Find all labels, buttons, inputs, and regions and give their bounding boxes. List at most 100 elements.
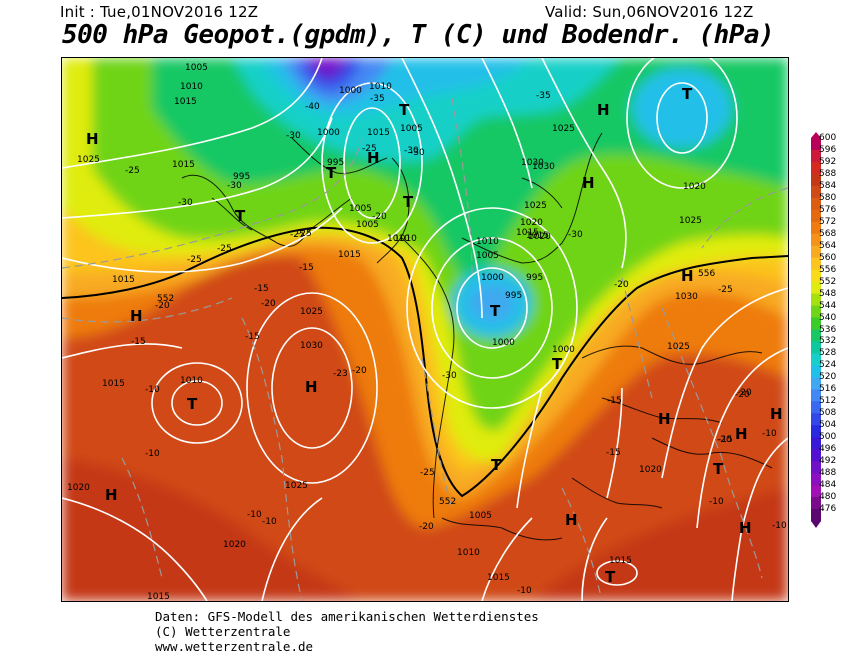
- temperature-label: -20: [352, 366, 367, 376]
- isobar-label: 1025: [552, 124, 575, 134]
- scale-swatch: [811, 305, 821, 319]
- scale-label: 512: [819, 396, 837, 407]
- temperature-label: -25: [297, 229, 312, 239]
- temperature-label: -10: [772, 521, 787, 531]
- temperature-label: -20: [614, 280, 629, 290]
- isotherms: [62, 97, 788, 601]
- scale-swatch: [811, 245, 821, 259]
- scale-label: 564: [819, 240, 837, 251]
- high-pressure-marker: H: [681, 267, 694, 285]
- temperature-label: -25: [290, 230, 305, 240]
- low-pressure-marker: T: [552, 355, 563, 373]
- isobar-label: 1005: [400, 124, 423, 134]
- scale-swatch: [811, 317, 821, 330]
- scale-swatch: [811, 173, 821, 187]
- low-pressure-marker: T: [326, 164, 337, 182]
- low-pressure-marker: T: [490, 302, 501, 320]
- temperature-label: -30: [227, 181, 242, 191]
- isobar-label: 1020: [520, 218, 543, 228]
- scale-swatch: [811, 257, 821, 271]
- high-pressure-marker: H: [86, 130, 99, 148]
- isobar-label: 1025: [524, 201, 547, 211]
- scale-label: 576: [819, 204, 837, 215]
- init-time: Init : Tue,01NOV2016 12Z: [60, 3, 259, 21]
- scale-label: 544: [819, 300, 837, 311]
- scale-swatch: [811, 281, 821, 295]
- isobar-label: 1025: [285, 481, 308, 491]
- isobar-label: 1015: [112, 275, 135, 285]
- scale-label: 580: [819, 192, 837, 203]
- isobar-label: 1025: [300, 307, 323, 317]
- temperature-label: -20: [737, 388, 752, 398]
- isobar-label: 1010: [387, 234, 410, 244]
- temperature-label: -40: [305, 102, 320, 112]
- high-pressure-marker: H: [597, 101, 610, 119]
- temperature-label: -30: [178, 198, 193, 208]
- isobar-label: 1025: [679, 216, 702, 226]
- temperature-label: -20: [372, 212, 387, 222]
- scale-label: 592: [819, 156, 837, 167]
- scale-label: 504: [819, 420, 837, 431]
- high-pressure-marker: H: [565, 511, 578, 529]
- high-pressure-marker: H: [105, 486, 118, 504]
- isobar-labels: 1005 1010 1015 1000 1010 1015 1005 1025 …: [67, 63, 706, 601]
- isobar-label: 1010: [369, 82, 392, 92]
- temperature-label: -25: [420, 468, 435, 478]
- temperature-label: -25: [187, 255, 202, 265]
- temperature-label: -10: [262, 517, 277, 527]
- scale-swatch: [811, 437, 821, 450]
- temperature-label: -20: [717, 435, 732, 445]
- scale-swatch: [811, 329, 821, 342]
- isobar-label: 1030: [300, 341, 323, 351]
- scale-label: 600: [819, 133, 837, 143]
- temperature-label: -15: [718, 435, 733, 445]
- scale-swatch: [811, 413, 821, 426]
- scale-label: 556: [819, 264, 837, 275]
- scale-swatch: [811, 365, 821, 378]
- scale-bottom-arrow: [811, 521, 821, 528]
- scale-label: 524: [819, 360, 837, 371]
- low-pressure-marker: T: [403, 193, 414, 211]
- temperature-label: -15: [299, 263, 314, 273]
- isobar-label: 1020: [683, 182, 706, 192]
- coastlines: [181, 132, 773, 541]
- scale-label: 584: [819, 180, 837, 191]
- scale-swatch: [811, 425, 821, 438]
- scale-swatch: [811, 138, 821, 151]
- isobar-label: 1025: [77, 155, 100, 165]
- low-pressure-marker: T: [713, 460, 724, 478]
- isobar-label: 1020: [639, 465, 662, 475]
- temperature-label: -25: [718, 285, 733, 295]
- scale-swatch: [811, 221, 821, 235]
- isobar-label: 1015: [487, 573, 510, 583]
- isobar-label: 1015: [172, 160, 195, 170]
- temperature-label: -10: [517, 586, 532, 596]
- scale-swatch: [811, 461, 821, 474]
- low-pressure-marker: T: [682, 85, 693, 103]
- isobar-label: 1000: [552, 345, 575, 355]
- isobar-label: 1020: [528, 232, 551, 242]
- temperature-label: -35: [536, 91, 551, 101]
- scale-swatch: [811, 341, 821, 354]
- low-pressure-marker: T: [187, 395, 198, 413]
- high-pressure-marker: H: [367, 149, 380, 167]
- temperature-label: -20: [155, 301, 170, 311]
- isobar-label: 1015: [147, 592, 170, 601]
- temperature-label: -10: [762, 429, 777, 439]
- scale-swatch: [811, 233, 821, 247]
- isobar-label: 1015: [516, 228, 539, 238]
- scale-swatch: [811, 293, 821, 307]
- scale-swatch: [811, 209, 821, 223]
- footer-website-link[interactable]: www.wetterzentrale.de: [155, 639, 314, 654]
- isobar-label: 1000: [317, 128, 340, 138]
- temperature-label: -30: [404, 146, 419, 156]
- isobar-label: 1020: [67, 483, 90, 493]
- high-pressure-marker: H: [770, 405, 783, 423]
- scale-label: 516: [819, 384, 837, 395]
- isobar-label: 1000: [481, 273, 504, 283]
- temperature-label: -15: [606, 448, 621, 458]
- temperature-label: -10: [709, 497, 724, 507]
- temperature-label: -30: [286, 131, 301, 141]
- isobar-label: 1005: [476, 251, 499, 261]
- isobar-label: 995: [526, 273, 543, 283]
